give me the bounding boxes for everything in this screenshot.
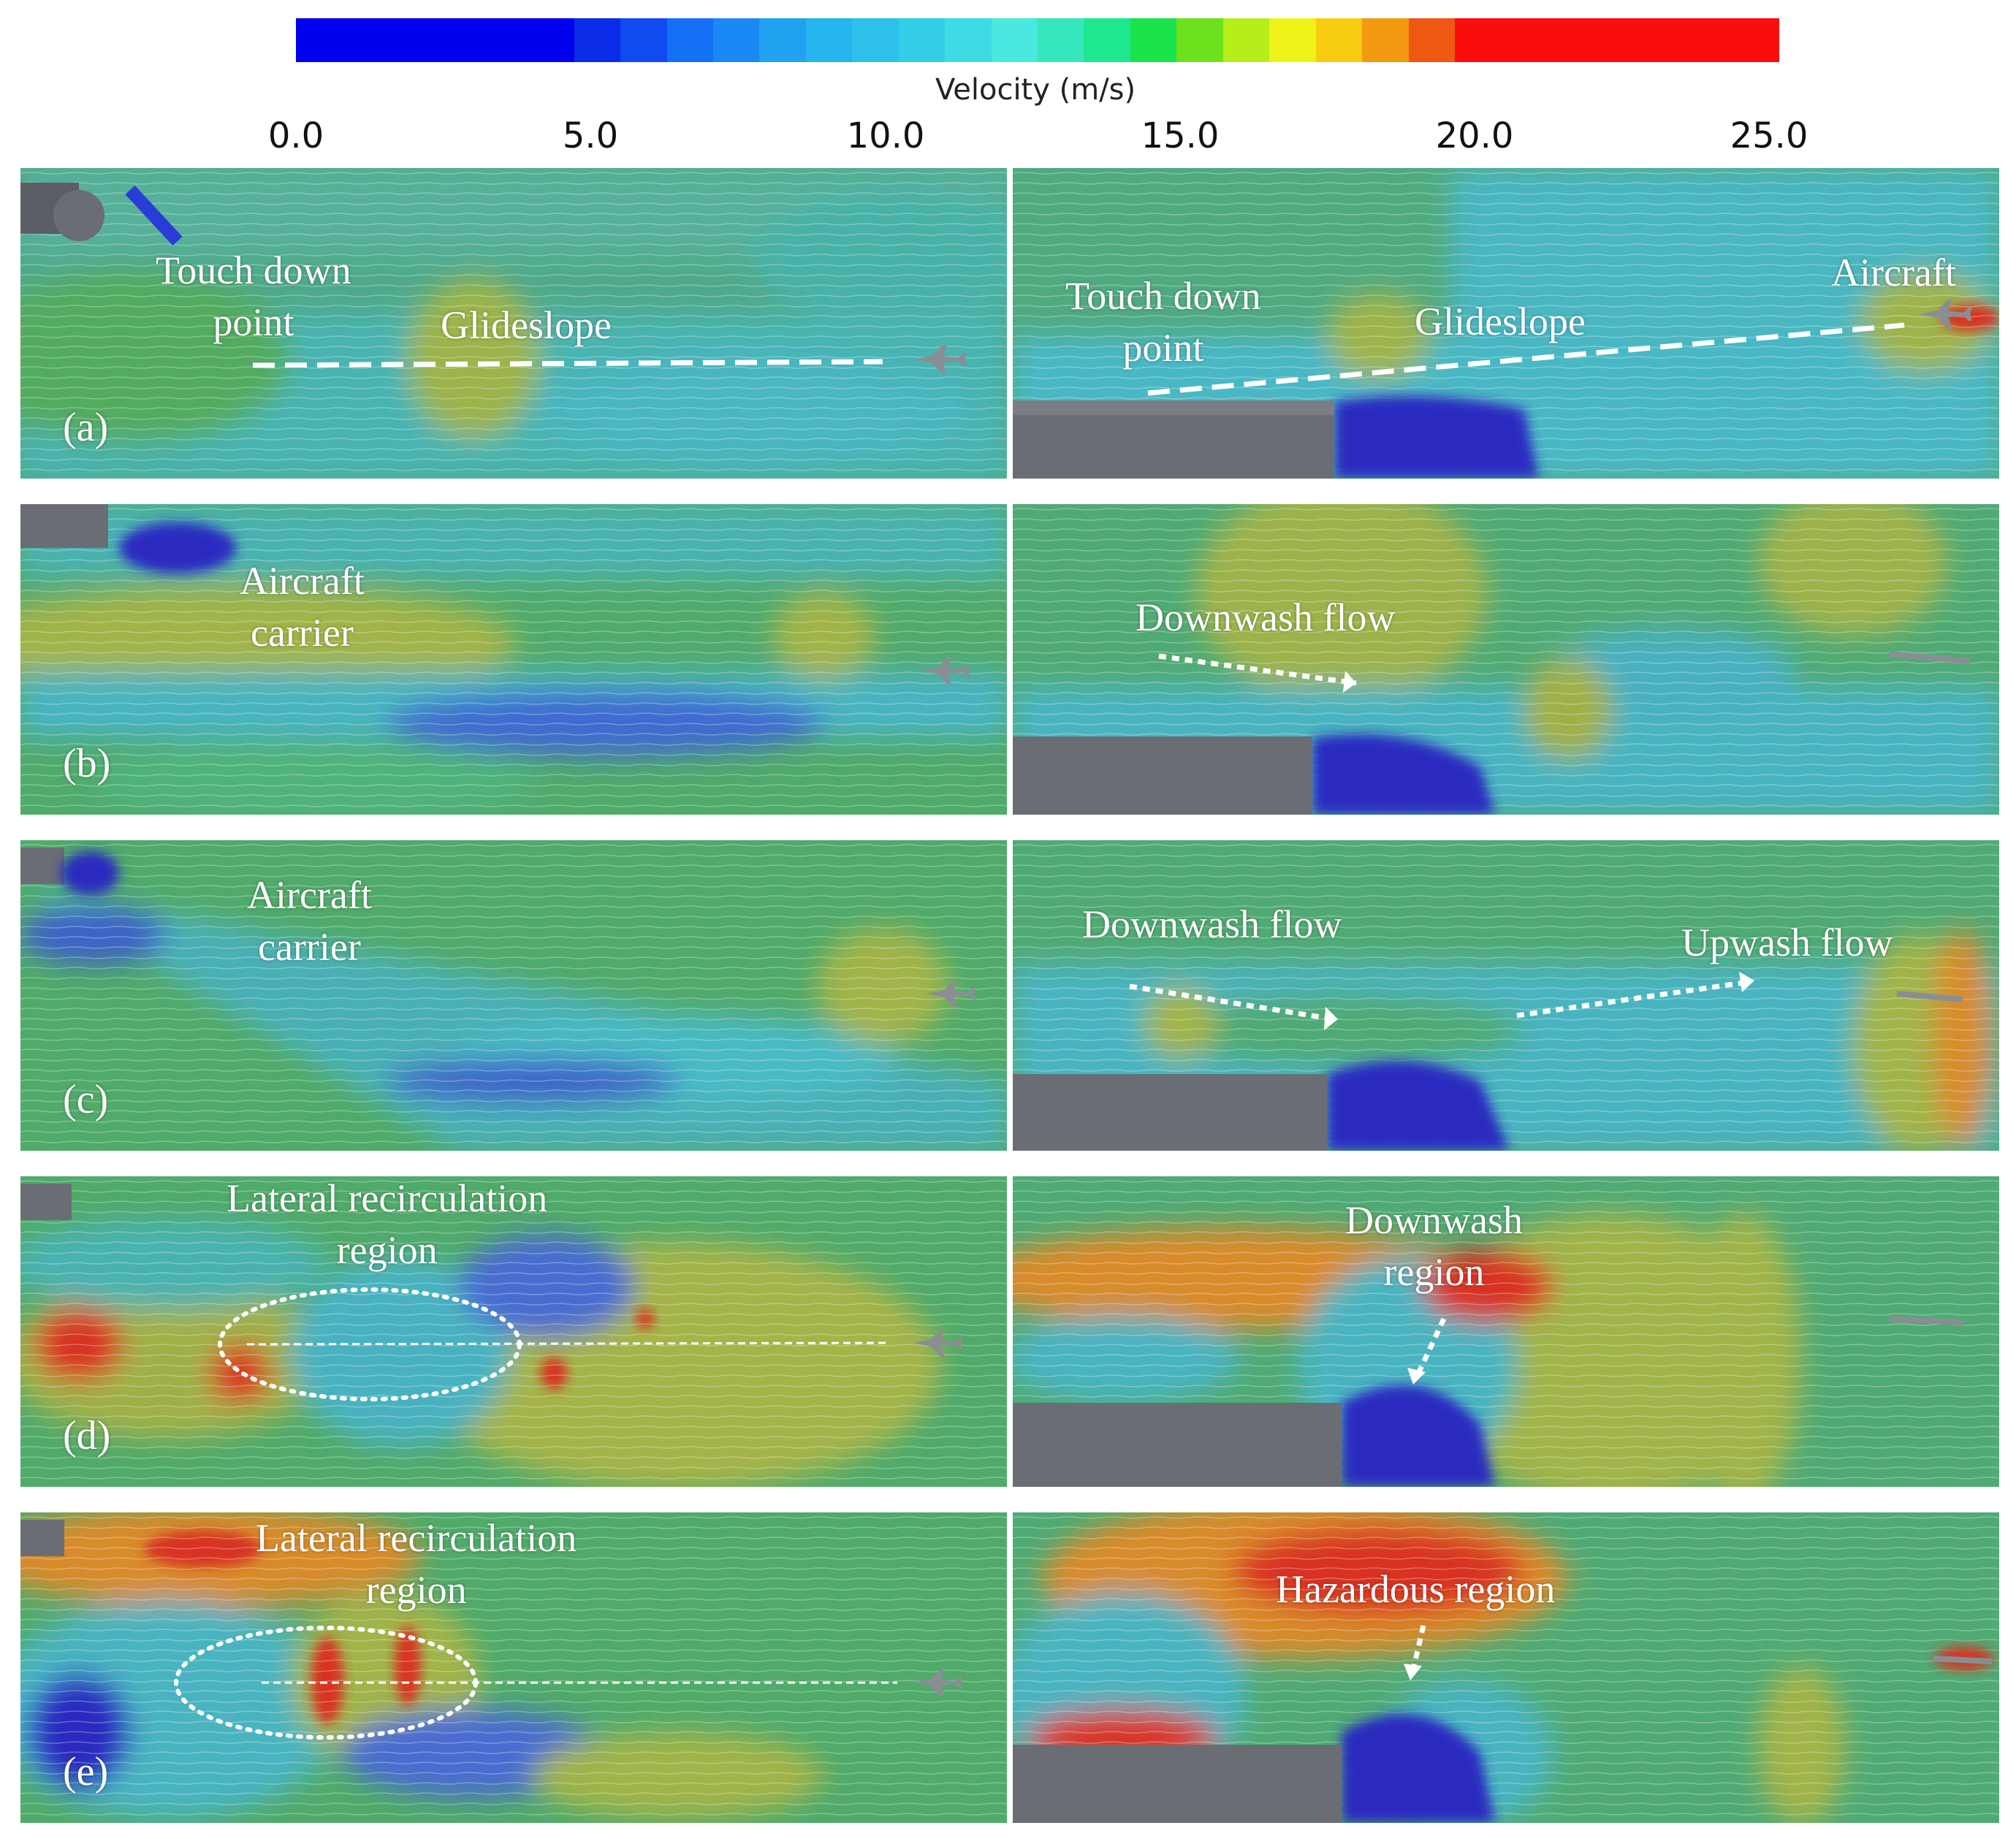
colorbar-segment [435,18,482,62]
colorbar-segment [528,18,574,62]
colorbar-segment [1038,18,1084,62]
colorbar-segment [1732,18,1779,62]
label-glideslope: Glideslope [441,303,612,347]
panel-letter: (a) [63,405,109,450]
colorbar-segment [1547,18,1594,62]
colorbar-segment [1594,18,1640,62]
flow-field-c-left [20,840,1007,1151]
panel-a-side-view: Touch down point Glideslope Aircraft [1013,168,1999,479]
panel-e-top-view: Lateral recirculation region (e) [20,1512,1007,1823]
label-downwash-flow: Downwash flow [1082,902,1342,946]
colorbar-segment [852,18,899,62]
label-aircraft: Aircraft [1831,251,1956,294]
colorbar-segment [1640,18,1687,62]
panel-e-side-view: Hazardous region [1013,1512,1999,1823]
colorbar-segment [712,18,760,62]
colorbar-segment [342,18,389,62]
colorbar-tick: 0.0 [267,115,324,156]
colorbar-segment [945,18,992,62]
flow-field-b-right [1013,504,1999,815]
label-upwash-flow: Upwash flow [1681,921,1893,964]
colorbar-segment [1130,18,1177,62]
label-lateral-recirculation-region: Lateral recirculation region [227,1176,548,1273]
flow-field-b-left [20,504,1007,815]
colorbar-tick: 15.0 [1141,115,1220,156]
colorbar-tick: 5.0 [562,115,619,156]
colorbar-segment [388,18,435,62]
colorbar-tick: 25.0 [1730,115,1808,156]
flow-field-c-right [1013,840,1999,1151]
label-hazardous-region: Hazardous region [1276,1567,1556,1611]
colorbar-segment [1454,18,1502,62]
colorbar-segment [296,18,343,62]
panel-d-top-view: Lateral recirculation region (d) [20,1176,1007,1487]
label-downwash-region: Downwash region [1345,1198,1523,1295]
colorbar-tick: 10.0 [846,115,925,156]
flow-field-d-left [20,1176,1007,1487]
colorbar-segment [620,18,667,62]
colorbar-segment [1222,18,1270,62]
panel-letter: (c) [63,1077,109,1122]
velocity-colorbar [296,18,1779,62]
flow-field-a-left [20,168,1007,479]
flow-field-d-right [1013,1176,1999,1487]
label-lateral-recirculation-region: Lateral recirculation region [256,1516,577,1613]
panel-letter: (b) [63,741,111,786]
panel-c-side-view: Downwash flow Upwash flow [1013,840,1999,1151]
label-glideslope: Glideslope [1415,300,1586,343]
colorbar-segment [1501,18,1548,62]
panel-b-side-view: Downwash flow [1013,504,1999,815]
colorbar-tick: 20.0 [1435,115,1514,156]
colorbar-segment [1408,18,1455,62]
label-touch-down-point: Touch down point [1065,274,1261,370]
colorbar-segment [1315,18,1363,62]
colorbar-segment [1686,18,1733,62]
flow-field-e-left [20,1512,1007,1823]
colorbar-segment [1084,18,1130,62]
colorbar-segment [1362,18,1409,62]
panel-c-top-view: Aircraft carrier (c) [20,840,1007,1151]
colorbar-title: Velocity (m/s) [935,73,1136,107]
colorbar-segment [759,18,806,62]
panel-letter: (e) [63,1749,109,1794]
panel-b-top-view: Aircraft carrier (b) [20,504,1007,815]
colorbar-segment [1176,18,1223,62]
colorbar-segment [666,18,713,62]
colorbar-segment [481,18,528,62]
colorbar-segment [991,18,1038,62]
label-aircraft-carrier: Aircraft carrier [247,873,372,970]
label-touch-down-point: Touch down point [156,248,351,345]
panel-a-top-view: Touch down point Glideslope (a) [20,168,1007,479]
flow-field-e-right [1013,1512,1999,1823]
colorbar-segment [898,18,946,62]
flow-field-a-right [1013,168,1999,479]
panel-letter: (d) [63,1413,111,1458]
label-aircraft-carrier: Aircraft carrier [240,559,365,655]
colorbar-segment [1269,18,1316,62]
colorbar-segment [574,18,621,62]
colorbar-segment [805,18,853,62]
panel-d-side-view: Downwash region [1013,1176,1999,1487]
label-downwash-flow: Downwash flow [1136,595,1396,639]
